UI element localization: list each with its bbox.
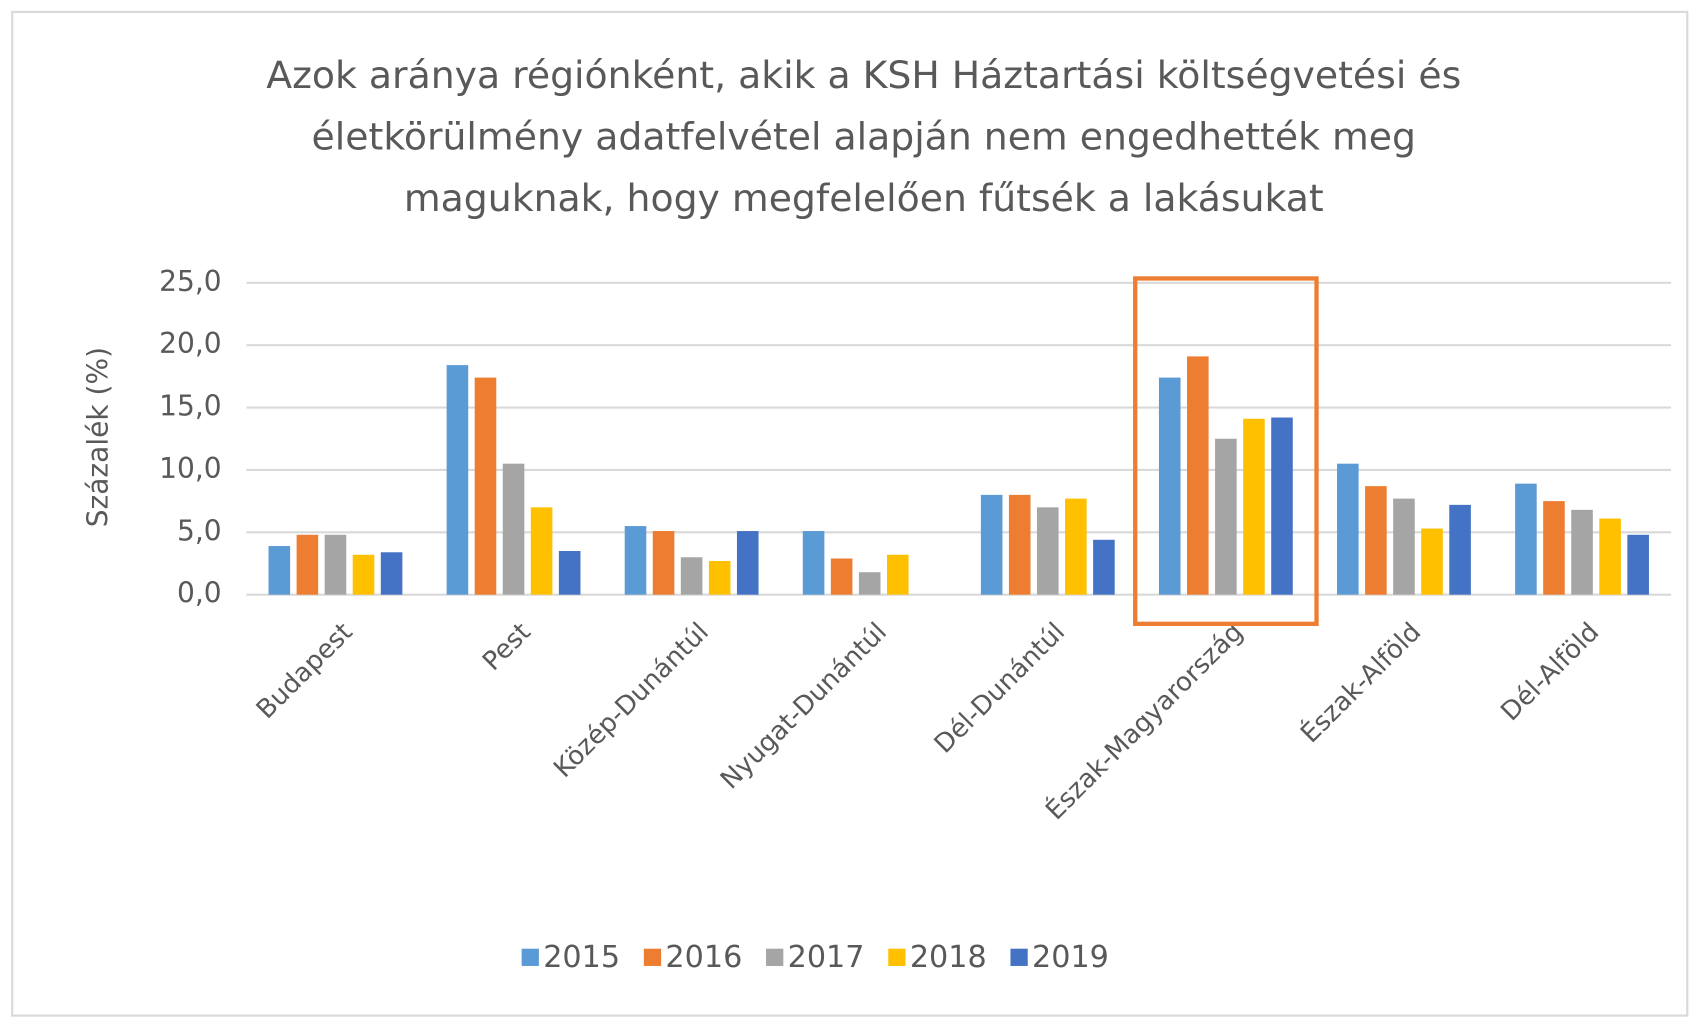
bar	[446, 365, 469, 595]
legend-label: 2019	[1032, 940, 1109, 975]
bar	[736, 531, 759, 595]
legend-label: 2015	[543, 940, 620, 975]
bar	[1449, 504, 1471, 595]
y-tick-label: 15,0	[159, 390, 221, 423]
legend-label: 2018	[910, 940, 987, 975]
bar	[1543, 501, 1565, 595]
bar	[296, 534, 319, 595]
bar	[1065, 498, 1087, 595]
bar	[1421, 528, 1443, 595]
bar	[558, 551, 581, 595]
y-tick-label: 10,0	[159, 452, 221, 485]
bar	[474, 377, 497, 595]
chart-title: maguknak, hogy megfelelően fűtsék a laká…	[404, 176, 1324, 220]
bar	[624, 526, 647, 595]
y-tick-label: 20,0	[159, 327, 221, 360]
bar	[1215, 438, 1237, 595]
bar	[324, 534, 347, 595]
bar	[1599, 518, 1621, 595]
chart-title: életkörülmény adatfelvétel alapján nem e…	[312, 115, 1416, 159]
chart-title: Azok aránya régiónként, akik a KSH Házta…	[266, 53, 1461, 97]
bar	[530, 507, 553, 595]
y-tick-label: 0,0	[177, 577, 222, 610]
bar	[502, 463, 525, 595]
bar	[380, 552, 403, 595]
bar	[830, 558, 853, 595]
bar	[652, 531, 675, 595]
bar	[1243, 418, 1265, 595]
bar	[1271, 417, 1293, 595]
bar	[680, 557, 703, 595]
y-tick-label: 5,0	[177, 514, 222, 547]
chart-border	[11, 10, 1689, 1017]
y-axis-label: Százalék (%)	[82, 347, 115, 527]
bar	[1187, 356, 1209, 595]
bar	[268, 546, 291, 595]
bar	[1393, 498, 1415, 595]
bar	[886, 554, 909, 595]
bar	[980, 494, 1003, 595]
legend-label: 2016	[665, 940, 742, 975]
bar	[1365, 486, 1387, 595]
bar	[858, 572, 881, 595]
y-tick-label: 25,0	[159, 265, 221, 298]
bar	[708, 560, 731, 595]
bar	[1036, 507, 1059, 595]
bar	[1158, 377, 1181, 595]
bar	[352, 554, 375, 595]
legend-label: 2017	[788, 940, 865, 975]
bar	[1093, 539, 1115, 595]
bar	[1008, 494, 1031, 595]
legend-swatch	[888, 948, 906, 966]
highlight-box	[1133, 276, 1319, 626]
bar	[1337, 463, 1359, 595]
bar	[1571, 509, 1593, 595]
legend-swatch	[1010, 948, 1028, 966]
bar	[1515, 483, 1537, 595]
legend-swatch	[643, 948, 662, 966]
legend-swatch	[766, 948, 784, 966]
bar	[802, 531, 825, 595]
legend-swatch	[521, 948, 539, 966]
bar	[1627, 534, 1649, 595]
